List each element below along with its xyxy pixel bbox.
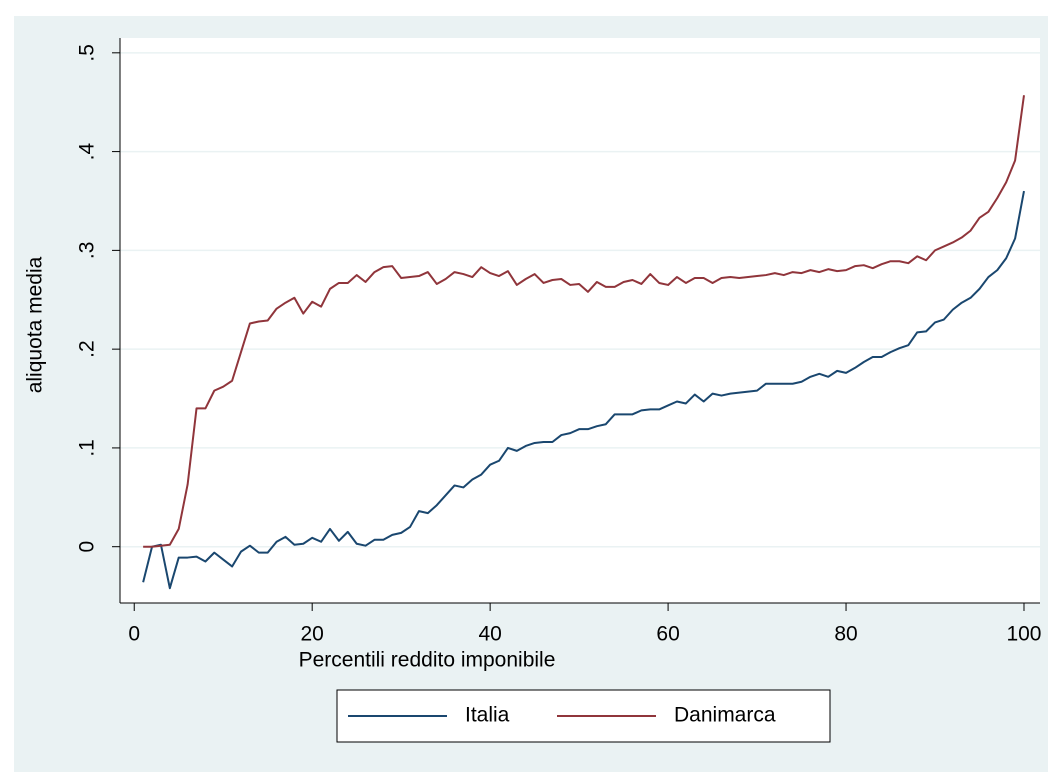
x-axis-title: Percentili reddito imponibile bbox=[299, 649, 556, 672]
lines bbox=[142, 95, 1025, 590]
y-tick-label: .3 bbox=[76, 242, 99, 260]
y-tick-label: .5 bbox=[76, 44, 99, 62]
legend: Italia Danimarca bbox=[348, 704, 776, 727]
y-tick-label: 0 bbox=[76, 541, 99, 553]
x-tick-label: 0 bbox=[128, 623, 140, 646]
y-tick-label: .2 bbox=[76, 340, 99, 358]
x-tick-label: 60 bbox=[656, 623, 679, 646]
y-tick-label: .4 bbox=[76, 143, 99, 161]
legend-label: Danimarca bbox=[674, 704, 776, 727]
legend-label: Italia bbox=[465, 704, 510, 727]
y-tick-label: .1 bbox=[76, 439, 99, 457]
x-tick-label: 100 bbox=[1006, 623, 1041, 646]
plot-area bbox=[120, 38, 1040, 603]
x-tick-label: 40 bbox=[478, 623, 501, 646]
x-tick-label: 20 bbox=[301, 623, 324, 646]
axes: 0 .1 .2 .3 .4 .5 0 20 40 60 80 100 bbox=[76, 38, 1042, 646]
x-tick-label: 80 bbox=[834, 623, 857, 646]
y-axis-title: aliquota media bbox=[24, 256, 47, 393]
series-line bbox=[143, 95, 1025, 548]
series-line bbox=[142, 190, 1025, 590]
